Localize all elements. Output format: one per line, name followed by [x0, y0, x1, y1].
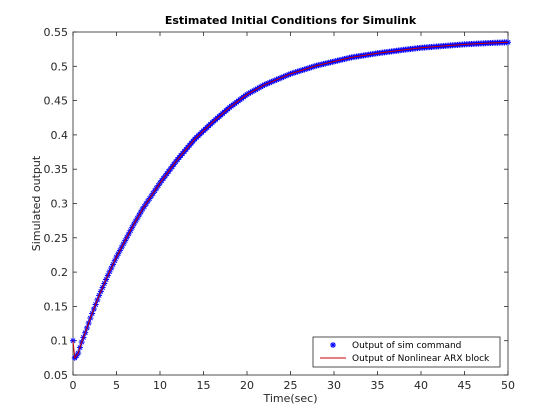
y-tick-label: 0.2 — [51, 266, 69, 279]
y-tick-label: 0.5 — [51, 60, 69, 73]
legend-marker-sim — [330, 342, 336, 348]
legend-box — [312, 336, 501, 368]
y-tick-label: 0.55 — [44, 26, 69, 39]
x-tick-label: 10 — [153, 379, 167, 392]
y-tick-label: 0.35 — [44, 163, 69, 176]
x-tick-label: 50 — [501, 379, 515, 392]
chart-title: Estimated Initial Conditions for Simulin… — [165, 14, 417, 27]
x-tick-label: 15 — [197, 379, 211, 392]
x-tick-label: 45 — [458, 379, 472, 392]
x-tick-label: 30 — [327, 379, 341, 392]
y-axis-label: Simulated output — [30, 155, 43, 251]
x-axis-label: Time(sec) — [262, 392, 317, 405]
y-tick-label: 0.15 — [44, 300, 69, 313]
y-tick-label: 0.4 — [51, 129, 69, 142]
x-ticks: 0 5 10 15 20 25 30 35 40 45 50 — [70, 32, 515, 392]
x-tick-label: 0 — [70, 379, 77, 392]
series-layer — [70, 39, 511, 361]
y-tick-label: 0.1 — [51, 335, 69, 348]
x-tick-label: 25 — [284, 379, 298, 392]
x-tick-label: 40 — [414, 379, 428, 392]
y-tick-label: 0.05 — [44, 369, 69, 382]
x-tick-label: 5 — [113, 379, 120, 392]
plot-area: 0 5 10 15 20 25 30 35 40 45 50 0.050.10.150.20.250… — [44, 26, 516, 392]
y-tick-label: 0.45 — [44, 95, 69, 108]
y-ticks: 0.05 0.1 0.15 0.2 0.25 0.3 0.35 0.4 0.45 0.5 0.55 — [44, 26, 508, 382]
axes-box — [72, 31, 509, 376]
legend: Output of sim command Output of Nonlinea… — [312, 336, 501, 368]
x-tick-label: 35 — [371, 379, 385, 392]
series-arx-line — [72, 41, 509, 360]
legend-label-sim: Output of sim command — [352, 341, 461, 351]
x-tick-label: 20 — [240, 379, 254, 392]
y-tick-label: 0.3 — [51, 198, 69, 211]
y-tick-label: 0.25 — [44, 232, 69, 245]
legend-asterisk-icon — [330, 342, 336, 348]
legend-label-arx: Output of Nonlinear ARX block — [352, 354, 490, 364]
